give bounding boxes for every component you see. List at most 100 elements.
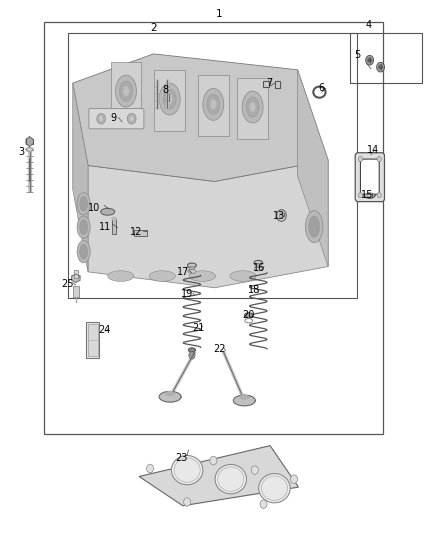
Polygon shape xyxy=(73,54,328,181)
Bar xyxy=(134,230,147,236)
Text: 22: 22 xyxy=(213,344,225,354)
FancyBboxPatch shape xyxy=(89,109,144,129)
Ellipse shape xyxy=(108,271,134,281)
Ellipse shape xyxy=(80,196,88,211)
Ellipse shape xyxy=(203,88,224,120)
Polygon shape xyxy=(88,160,328,288)
Polygon shape xyxy=(72,274,80,282)
Bar xyxy=(263,82,269,87)
Bar xyxy=(275,82,280,88)
Circle shape xyxy=(367,58,372,63)
Text: 2: 2 xyxy=(150,23,157,34)
Text: 12: 12 xyxy=(130,227,142,237)
Ellipse shape xyxy=(101,208,115,215)
Ellipse shape xyxy=(80,220,88,235)
Bar xyxy=(350,33,422,83)
Ellipse shape xyxy=(189,266,194,270)
Bar xyxy=(86,322,99,358)
Polygon shape xyxy=(111,62,141,123)
Ellipse shape xyxy=(174,458,200,482)
Ellipse shape xyxy=(166,94,173,104)
Ellipse shape xyxy=(254,266,262,271)
Text: 19: 19 xyxy=(181,289,194,299)
Ellipse shape xyxy=(187,263,196,268)
Circle shape xyxy=(189,352,195,359)
Text: 15: 15 xyxy=(361,190,374,200)
Ellipse shape xyxy=(116,75,137,107)
Text: 18: 18 xyxy=(248,286,260,295)
Circle shape xyxy=(251,466,258,474)
Text: 7: 7 xyxy=(266,78,272,88)
Circle shape xyxy=(277,209,286,221)
Text: 16: 16 xyxy=(253,263,265,273)
Ellipse shape xyxy=(28,149,32,151)
Ellipse shape xyxy=(26,148,33,151)
Ellipse shape xyxy=(77,216,90,238)
Ellipse shape xyxy=(112,217,117,220)
Circle shape xyxy=(279,213,284,218)
Ellipse shape xyxy=(163,89,176,109)
Polygon shape xyxy=(73,83,88,272)
Polygon shape xyxy=(233,395,255,406)
Ellipse shape xyxy=(230,271,256,281)
Ellipse shape xyxy=(210,99,217,110)
Ellipse shape xyxy=(166,392,174,395)
Bar xyxy=(68,33,357,298)
Ellipse shape xyxy=(77,192,90,215)
Text: 3: 3 xyxy=(18,147,24,157)
Ellipse shape xyxy=(207,94,220,115)
Ellipse shape xyxy=(256,264,261,267)
Ellipse shape xyxy=(149,271,175,281)
Text: 5: 5 xyxy=(354,51,360,60)
Text: 23: 23 xyxy=(176,453,188,463)
Bar xyxy=(73,286,79,297)
Circle shape xyxy=(97,114,106,124)
Ellipse shape xyxy=(309,216,320,237)
Ellipse shape xyxy=(218,467,244,491)
Circle shape xyxy=(290,475,297,483)
Polygon shape xyxy=(139,446,298,506)
Ellipse shape xyxy=(240,395,249,399)
Circle shape xyxy=(366,55,374,65)
FancyBboxPatch shape xyxy=(355,153,385,201)
Polygon shape xyxy=(159,391,181,402)
Circle shape xyxy=(377,157,381,162)
Ellipse shape xyxy=(188,269,196,273)
Circle shape xyxy=(377,192,381,198)
Ellipse shape xyxy=(123,86,129,96)
Polygon shape xyxy=(198,75,229,136)
Ellipse shape xyxy=(244,313,253,318)
Ellipse shape xyxy=(215,465,247,494)
Ellipse shape xyxy=(254,261,263,265)
Ellipse shape xyxy=(242,91,263,123)
Circle shape xyxy=(184,498,191,506)
Ellipse shape xyxy=(159,83,180,115)
Text: 9: 9 xyxy=(110,112,117,123)
Text: 4: 4 xyxy=(366,20,372,30)
Circle shape xyxy=(99,116,104,122)
Text: 11: 11 xyxy=(99,222,111,232)
Bar xyxy=(44,22,383,434)
FancyBboxPatch shape xyxy=(360,159,379,194)
Polygon shape xyxy=(237,78,268,139)
Text: 13: 13 xyxy=(273,211,286,221)
Polygon shape xyxy=(297,70,328,266)
Circle shape xyxy=(378,64,383,70)
Circle shape xyxy=(358,192,363,198)
Circle shape xyxy=(147,464,153,473)
Ellipse shape xyxy=(305,211,323,243)
Circle shape xyxy=(129,116,134,122)
Ellipse shape xyxy=(188,348,195,352)
Text: 24: 24 xyxy=(98,325,110,335)
Ellipse shape xyxy=(246,97,259,117)
Polygon shape xyxy=(154,70,185,131)
Circle shape xyxy=(377,62,385,72)
Text: 21: 21 xyxy=(192,322,204,333)
Bar xyxy=(88,324,98,356)
Circle shape xyxy=(358,157,363,162)
Bar xyxy=(112,219,117,233)
Text: 6: 6 xyxy=(318,83,325,93)
Ellipse shape xyxy=(259,473,290,503)
Circle shape xyxy=(210,456,217,465)
Ellipse shape xyxy=(77,240,90,263)
